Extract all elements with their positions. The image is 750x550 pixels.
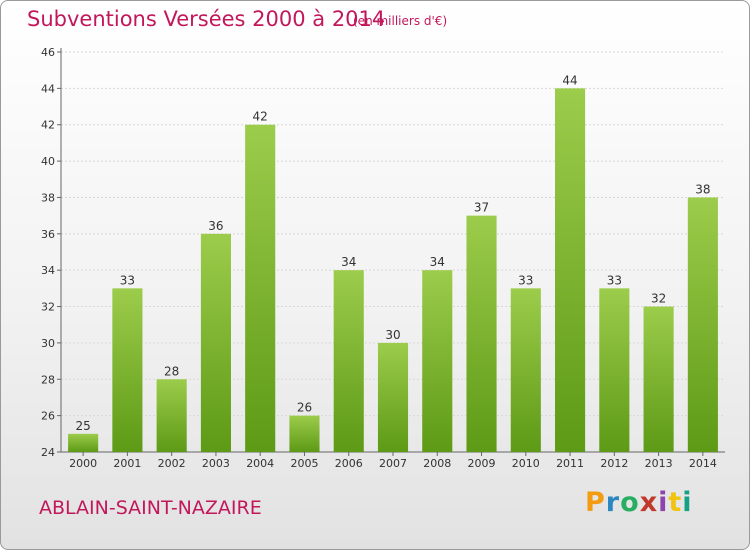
proxiti-logo[interactable]: Proxiti <box>585 487 693 518</box>
bar-value-label: 44 <box>562 73 577 87</box>
bar <box>599 288 630 452</box>
y-tick-label: 36 <box>41 228 55 241</box>
value-labels: 25 33 28 36 42 26 34 30 34 37 33 44 33 32 38 <box>75 73 710 432</box>
bar <box>112 288 143 452</box>
bar <box>422 270 453 452</box>
x-tick-label: 2013 <box>645 457 673 470</box>
y-tick-label: 32 <box>41 301 55 314</box>
bar <box>333 270 364 452</box>
commune-name: ABLAIN-SAINT-NAZAIRE <box>39 497 262 519</box>
x-tick-label: 2007 <box>379 457 407 470</box>
bar-value-label: 33 <box>120 273 135 287</box>
x-tick-label: 2010 <box>512 457 540 470</box>
logo-letter: i <box>682 487 693 518</box>
x-tick-label: 2006 <box>335 457 363 470</box>
y-tick-label: 28 <box>41 373 55 386</box>
x-tick-label: 2000 <box>69 457 97 470</box>
y-tick-label: 46 <box>41 46 55 59</box>
y-tick-label: 38 <box>41 191 55 204</box>
chart-subtitle: (en milliers d'€) <box>353 14 448 28</box>
axes: 24 26 28 30 32 34 36 38 40 42 44 46 2000 2001 2002 2003… <box>41 46 725 470</box>
bar-value-label: 37 <box>474 201 489 215</box>
bar-value-label: 34 <box>430 255 445 269</box>
bar-value-label: 42 <box>253 110 268 124</box>
bar-value-label: 28 <box>164 364 179 378</box>
bar-value-label: 25 <box>75 419 90 433</box>
logo-letter: t <box>668 487 683 518</box>
logo-letter: o <box>620 487 640 518</box>
bar <box>245 124 276 453</box>
logo-letter: P <box>585 487 606 518</box>
bar-value-label: 26 <box>297 401 312 415</box>
logo-letter: r <box>605 487 621 518</box>
bar-value-label: 33 <box>607 273 622 287</box>
bar <box>555 88 586 452</box>
bar <box>200 233 231 452</box>
y-tick-label: 30 <box>41 337 55 350</box>
y-tick-label: 26 <box>41 410 55 423</box>
x-tick-label: 2005 <box>290 457 318 470</box>
x-tick-label: 2002 <box>158 457 186 470</box>
y-tick-label: 42 <box>41 119 55 132</box>
bar-value-label: 32 <box>651 292 666 306</box>
y-tick-label: 24 <box>41 446 55 459</box>
x-tick-label: 2004 <box>246 457 274 470</box>
bars <box>68 88 718 453</box>
y-tick-label: 34 <box>41 264 55 277</box>
bar <box>687 197 718 452</box>
x-tick-label: 2008 <box>423 457 451 470</box>
x-tick-label: 2011 <box>556 457 584 470</box>
x-tick-label: 2003 <box>202 457 230 470</box>
x-tick-label: 2009 <box>468 457 496 470</box>
bar <box>156 379 187 452</box>
bar <box>466 215 497 452</box>
chart-title: Subventions Versées 2000 à 2014 <box>27 7 386 31</box>
bar-value-label: 34 <box>341 255 356 269</box>
y-tick-label: 40 <box>41 155 55 168</box>
bar-value-label: 38 <box>695 182 710 196</box>
x-tick-label: 2001 <box>113 457 141 470</box>
bar <box>289 415 320 452</box>
bar-value-label: 36 <box>208 219 223 233</box>
bar-value-label: 30 <box>385 328 400 342</box>
bar-value-label: 33 <box>518 273 533 287</box>
x-tick-label: 2012 <box>600 457 628 470</box>
bar <box>643 306 674 452</box>
bar <box>510 288 541 452</box>
logo-letter: i <box>658 487 669 518</box>
y-tick-label: 44 <box>41 82 55 95</box>
bar <box>68 433 99 452</box>
bar <box>377 342 409 452</box>
logo-letter: x <box>639 487 659 518</box>
x-tick-label: 2014 <box>689 457 717 470</box>
